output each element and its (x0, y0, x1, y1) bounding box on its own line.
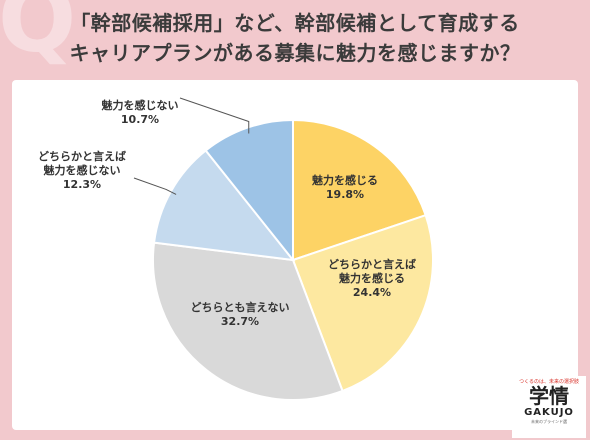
slice-2-label: どちらかと言えば (328, 257, 416, 271)
slice-4-value: 12.3% (63, 178, 101, 191)
slice-5-label: 魅力を感じない (102, 98, 179, 112)
slice-3-label: どちらとも言えない (191, 300, 290, 314)
pie-slice-3 (152, 241, 344, 401)
slice-1-value: 19.8% (326, 188, 364, 201)
leader-line-5 (179, 97, 250, 134)
title-line-1: 「幹部候補採用」など、幹部候補として育成する (70, 11, 520, 35)
slice-5-value: 10.7% (121, 113, 159, 126)
title-line-2: キャリアプランがある募集に魅力を感じますか？ (69, 41, 521, 65)
gakujo-logo: つくるのは、未来の選択肢 学情 GAKUJO 未来のブラインド選 (512, 376, 586, 438)
logo-latin: GAKUJO (524, 407, 574, 418)
chart-title: 「幹部候補採用」など、幹部候補として育成する キャリアプランがある募集に魅力を感… (0, 8, 590, 68)
slice-1-label: 魅力を感じる (312, 173, 378, 187)
slice-2-value: 24.4% (353, 286, 391, 299)
q-decoration: Q (0, 0, 77, 73)
pie-slice-1 (292, 118, 427, 262)
slice-4-label: 魅力を感じない (44, 163, 121, 177)
logo-sub: 未来のブラインド選 (531, 419, 567, 424)
logo-kanji: 学情 (529, 384, 569, 408)
logo-tagline: つくるのは、未来の選択肢 (519, 379, 579, 385)
leader-line-4 (133, 177, 177, 195)
slice-2-label: 魅力を感じる (339, 271, 405, 285)
pie-slice-2 (291, 213, 434, 393)
pie-slice-5 (204, 118, 294, 263)
slice-3-value: 32.7% (221, 315, 259, 328)
slice-4-label: どちらかと言えば (38, 149, 126, 163)
